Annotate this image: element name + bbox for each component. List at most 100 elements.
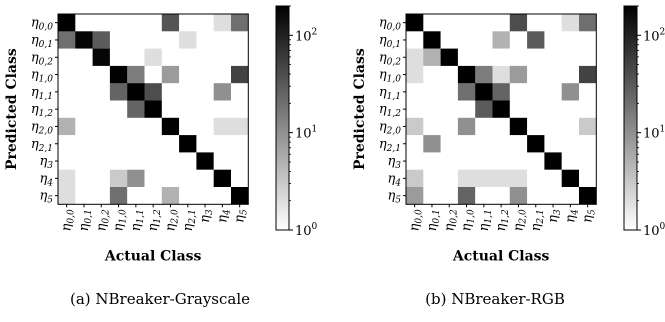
x-tick-label-sub: 1,2 (501, 209, 511, 224)
heatmap-cell (509, 152, 528, 170)
heatmap-cell (127, 100, 145, 118)
heatmap-cell (509, 135, 528, 153)
heatmap-cell (231, 83, 249, 101)
colorbar-tick-base: 10 (295, 127, 312, 142)
y-tick-label-sub: 3 (395, 161, 401, 171)
y-tick-label: η3 (39, 154, 53, 171)
heatmap-cell (440, 65, 459, 84)
heatmap-panel-rgb: η0,0η0,0η0,1η0,1η0,2η0,2η1,0η1,0η1,1η1,1… (352, 5, 665, 308)
heatmap-cell (406, 135, 424, 153)
colorbar-tick-base: 10 (295, 224, 312, 239)
y-tick-label-sub: 0,1 (387, 40, 401, 50)
x-tick-label-sub: 1,0 (467, 209, 477, 224)
x-tick-label-base: η (460, 223, 475, 231)
heatmap-cell (579, 152, 597, 170)
heatmap-cell (492, 117, 510, 136)
heatmap-cell (58, 83, 76, 101)
x-tick-label-base: η (77, 223, 92, 231)
heatmap-cell (561, 100, 580, 118)
x-tick-label-base: η (163, 223, 178, 231)
y-tick-label: η1,1 (379, 85, 401, 102)
y-tick-label-base: η (379, 102, 387, 117)
y-tick-label-sub: 2,1 (386, 144, 401, 154)
heatmap-cell (196, 100, 214, 118)
heatmap-cell (58, 65, 76, 84)
heatmap-cell (109, 48, 128, 67)
x-tick-label-sub: 2,1 (188, 209, 198, 224)
x-tick-label-base: η (511, 223, 526, 231)
heatmap-cell (196, 14, 214, 32)
heatmap-cell (144, 48, 162, 67)
heatmap-cell (144, 31, 162, 49)
y-tick-label: η0,1 (379, 33, 401, 50)
x-tick-label: η2,0 (511, 209, 528, 231)
y-tick-label-base: η (31, 16, 39, 31)
colorbar-tick-base: 10 (643, 29, 660, 44)
y-tick-label: η0,0 (379, 16, 401, 33)
y-tick-label: η3 (387, 154, 401, 171)
heatmap-cell (509, 117, 528, 136)
heatmap-cell (161, 152, 180, 170)
heatmap-cell (457, 14, 476, 32)
x-tick-label: η2,0 (163, 209, 180, 231)
y-tick-label-base: η (379, 16, 387, 31)
heatmap-cell (579, 14, 597, 32)
heatmap-cell (127, 83, 145, 101)
heatmap-cell (144, 135, 162, 153)
colorbar-tick-exp: 2 (312, 27, 318, 37)
heatmap-cell (161, 187, 180, 205)
heatmap-cell (109, 65, 128, 84)
heatmap-cell (492, 135, 510, 153)
x-tick-label-sub: 0,1 (84, 209, 94, 223)
heatmap-cell (579, 100, 597, 118)
heatmap-cell (92, 187, 111, 205)
y-tick-label: η1,2 (31, 102, 53, 119)
heatmap-cell (579, 169, 597, 188)
heatmap-cell (527, 152, 545, 170)
y-tick-label-base: η (379, 33, 387, 48)
heatmap-cell (213, 187, 232, 205)
heatmap-cell (231, 48, 249, 67)
heatmap-cell (457, 169, 476, 188)
y-tick-label-sub: 4 (394, 178, 401, 188)
heatmap-cell (109, 14, 128, 32)
heatmap-cell (92, 31, 111, 49)
heatmap-cell (475, 31, 493, 49)
y-tick-label-base: η (31, 137, 39, 152)
heatmap-cell (92, 14, 111, 32)
x-tick-label-base: η (112, 223, 127, 231)
heatmap-cell (58, 187, 76, 205)
x-tick-label-base: η (181, 223, 196, 231)
heatmap-cell (58, 31, 76, 49)
heatmap-cell (161, 65, 180, 84)
heatmap-cell (406, 187, 424, 205)
y-tick-label-base: η (31, 33, 39, 48)
heatmap-cell (58, 14, 76, 32)
y-axis-title: Predicted Class (352, 48, 368, 170)
heatmap-cell (561, 169, 580, 188)
colorbar (275, 5, 290, 231)
heatmap-cell (527, 31, 545, 49)
heatmap-cell (179, 48, 197, 67)
heatmap-cell (406, 117, 424, 136)
y-tick-label-base: η (379, 85, 387, 100)
x-tick-label-sub: 1,2 (153, 209, 163, 224)
y-tick-label-base: η (379, 68, 387, 83)
heatmap-cell (475, 83, 493, 101)
heatmap-cell (196, 117, 214, 136)
heatmap-cell (457, 65, 476, 84)
heatmap-cell (58, 117, 76, 136)
y-tick-label-sub: 5 (47, 196, 53, 206)
y-tick-label-sub: 1,0 (387, 75, 402, 85)
heatmap-cell (144, 152, 162, 170)
heatmap-cell (544, 100, 562, 118)
heatmap-cell (213, 135, 232, 153)
heatmap-cell (75, 83, 93, 101)
heatmap-cell (75, 100, 93, 118)
heatmap-cell (58, 48, 76, 67)
heatmap-cell (423, 48, 441, 67)
heatmap-cell (423, 187, 441, 205)
heatmap-cell (406, 169, 424, 188)
heatmap-cell (457, 100, 476, 118)
heatmap-cell (527, 14, 545, 32)
